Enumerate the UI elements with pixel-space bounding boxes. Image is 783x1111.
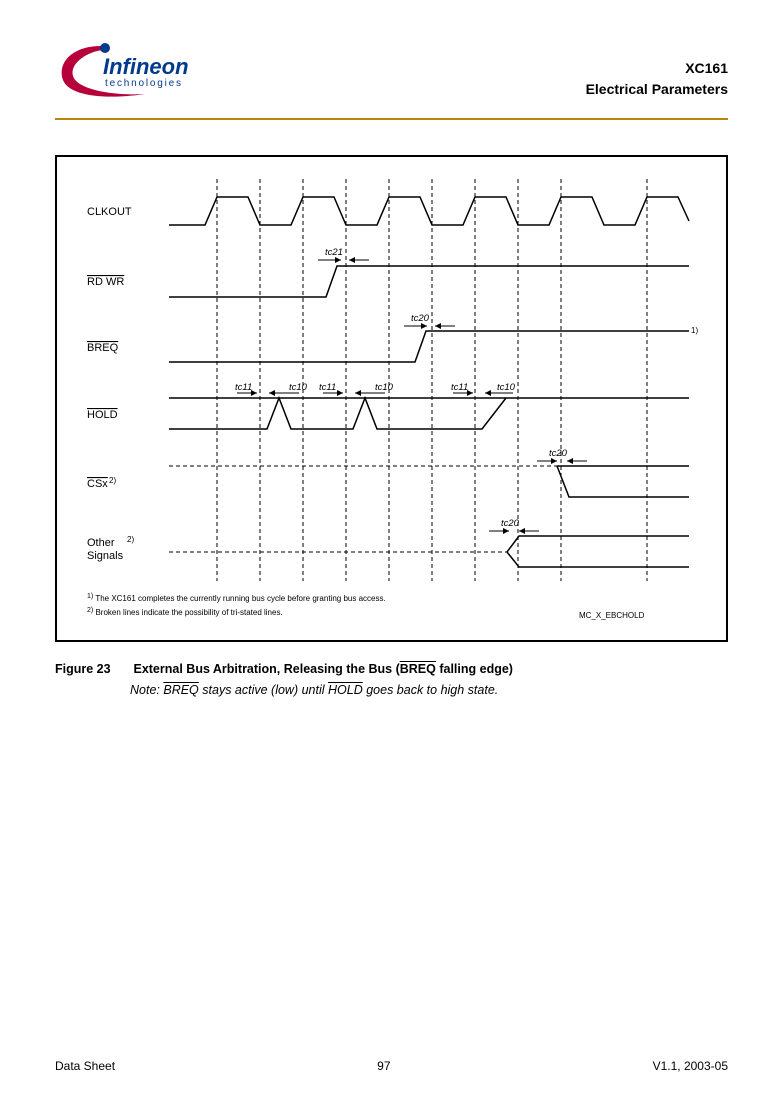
figure-caption: Figure 23 External Bus Arbitration, Rele… [55, 660, 728, 700]
page-header: Infineon technologies XC161 Electrical P… [55, 50, 728, 120]
note1-ref: 1) [691, 326, 698, 335]
tc20-other-annotation: tc20 [489, 518, 539, 534]
logo-sub-text: technologies [105, 78, 183, 89]
company-logo: Infineon technologies [55, 42, 235, 109]
mc-label: MC_X_EBCHOLD [579, 611, 645, 620]
timing-diagram-frame: CLKOUT RD WR tc21 BREQ tc20 [55, 155, 728, 642]
tc21-annotation: tc21 [318, 247, 369, 263]
figure-number: Figure 23 [55, 660, 130, 679]
svg-text:tc10: tc10 [289, 382, 308, 393]
section-name: Electrical Parameters [586, 79, 728, 100]
product-name: XC161 [586, 58, 728, 79]
svg-text:tc11: tc11 [235, 382, 252, 393]
other-signals-waveform [507, 536, 689, 567]
csx-waveform [557, 466, 689, 497]
other-signals-label-2: Signals [87, 550, 124, 562]
figure-title-pre: External Bus Arbitration, Releasing the … [133, 662, 399, 676]
svg-text:tc11: tc11 [451, 382, 468, 393]
csx-note2-ref: 2) [109, 476, 116, 485]
svg-text:tc20: tc20 [501, 518, 520, 529]
hold-waveform [169, 398, 689, 429]
timing-diagram: CLKOUT RD WR tc21 BREQ tc20 [79, 171, 704, 626]
svg-text:tc10: tc10 [375, 382, 394, 393]
tc20-breq-annotation: tc20 [404, 313, 455, 329]
clkout-waveform [169, 197, 689, 225]
breq-waveform [169, 331, 689, 362]
svg-text:tc10: tc10 [497, 382, 516, 393]
tc20-csx-annotation: tc20 [537, 448, 587, 464]
svg-text:tc20: tc20 [549, 448, 568, 459]
diagram-note1: 1) The XC161 completes the currently run… [87, 593, 386, 603]
svg-text:tc11: tc11 [319, 382, 336, 393]
clkout-label: CLKOUT [87, 206, 132, 218]
rd-wr-label: RD WR [87, 276, 124, 288]
rd-wr-waveform [169, 266, 689, 297]
svg-text:tc21: tc21 [325, 247, 343, 258]
figure-title-signal: BREQ [400, 662, 436, 676]
figure-note: Note: BREQ stays active (low) until HOLD… [130, 681, 728, 700]
tc11-tc10-final: tc11 tc10 [451, 382, 516, 396]
header-right-block: XC161 Electrical Parameters [586, 58, 728, 100]
breq-label: BREQ [87, 342, 119, 354]
logo-brand-text: Infineon [103, 54, 189, 79]
csx-label: CSx [87, 478, 108, 490]
svg-text:tc20: tc20 [411, 313, 430, 324]
footer-left: Data Sheet [55, 1059, 115, 1073]
vertical-guidelines [217, 179, 647, 581]
other-note2-ref: 2) [127, 535, 134, 544]
other-signals-label-1: Other [87, 537, 115, 549]
tc11-tc10-set1: tc11 tc10 tc11 tc10 [235, 382, 394, 396]
footer-center: 97 [377, 1059, 390, 1073]
hold-label: HOLD [87, 409, 118, 421]
diagram-note2: 2) Broken lines indicate the possibility… [87, 607, 283, 617]
page-footer: Data Sheet 97 V1.1, 2003-05 [55, 1059, 728, 1073]
footer-right: V1.1, 2003-05 [653, 1059, 728, 1073]
figure-title-post: falling edge) [436, 662, 513, 676]
